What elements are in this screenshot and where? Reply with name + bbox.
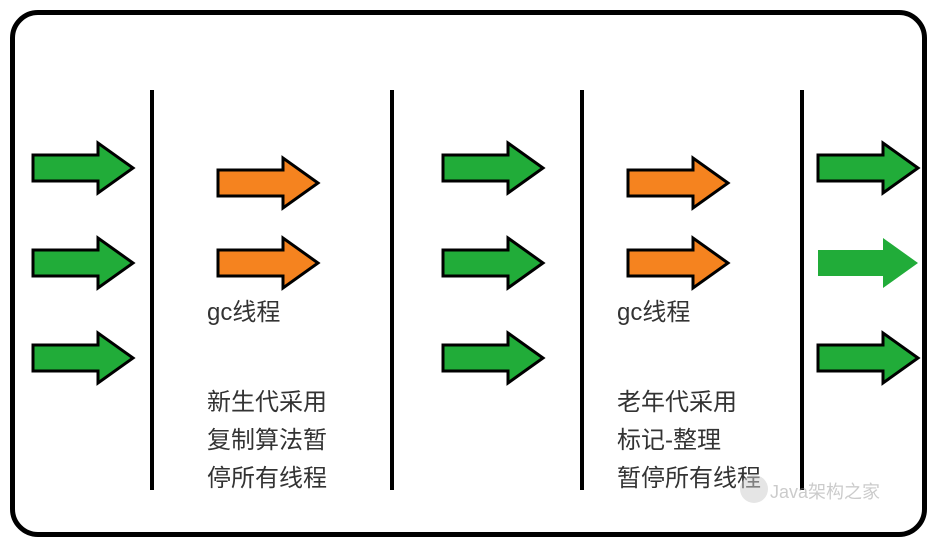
arrow-green bbox=[440, 140, 546, 196]
divider-2 bbox=[580, 90, 584, 490]
diagram-label-5: 老年代采用 bbox=[617, 385, 737, 421]
arrow-green bbox=[440, 330, 546, 386]
divider-1 bbox=[390, 90, 394, 490]
arrow-green bbox=[815, 235, 921, 291]
wechat-icon bbox=[740, 475, 768, 503]
diagram-label-1: 新生代采用 bbox=[207, 385, 327, 421]
arrow-orange bbox=[625, 155, 731, 211]
watermark-text: Java架构之家 bbox=[770, 478, 880, 504]
arrow-orange bbox=[215, 155, 321, 211]
diagram-label-0: gc线程 bbox=[207, 295, 280, 331]
arrow-orange bbox=[625, 235, 731, 291]
arrow-green bbox=[815, 140, 921, 196]
diagram-label-3: 停所有线程 bbox=[207, 461, 327, 497]
arrow-green bbox=[440, 235, 546, 291]
divider-3 bbox=[800, 90, 804, 490]
diagram-label-4: gc线程 bbox=[617, 295, 690, 331]
diagram-label-6: 标记-整理 bbox=[617, 423, 721, 459]
arrow-orange bbox=[215, 235, 321, 291]
divider-0 bbox=[150, 90, 154, 490]
arrow-green bbox=[30, 235, 136, 291]
diagram-label-2: 复制算法暂 bbox=[207, 423, 327, 459]
arrow-green bbox=[30, 330, 136, 386]
arrow-green bbox=[815, 330, 921, 386]
arrow-green bbox=[30, 140, 136, 196]
